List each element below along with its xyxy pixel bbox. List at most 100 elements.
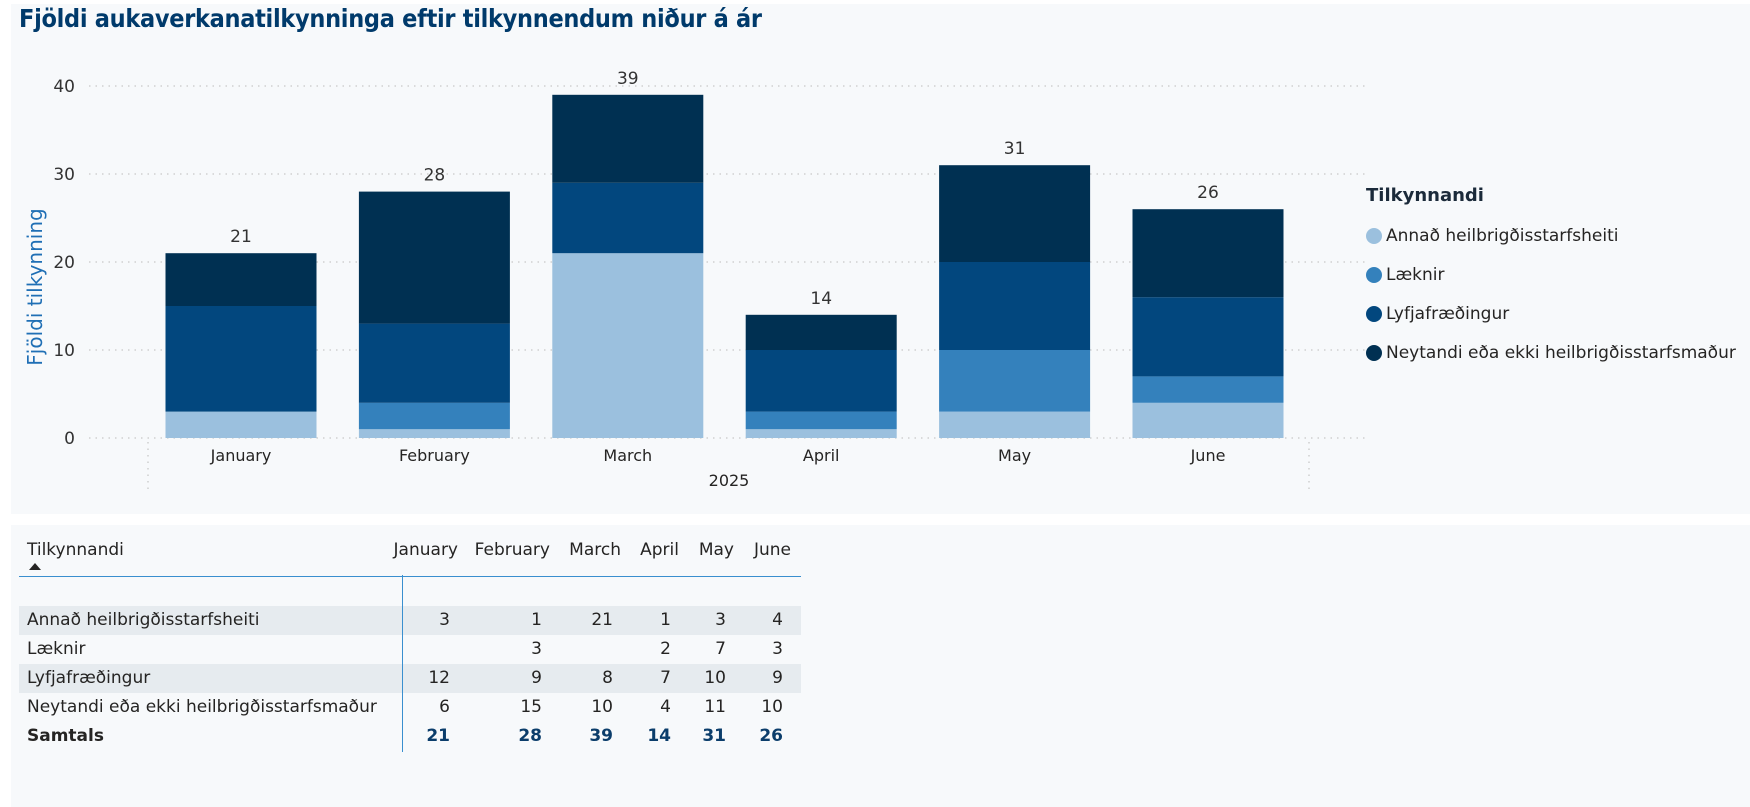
table-cell: 3 [715,610,726,630]
bar-total-label: 39 [617,69,639,89]
row-label: Annað heilbrigðisstarfsheiti [27,610,260,630]
bar-total-label: 28 [424,166,446,186]
bar-segment [358,191,510,324]
column-header[interactable]: June [753,540,791,560]
legend-swatch-icon [1366,305,1382,322]
column-header[interactable]: March [569,540,621,560]
stacked-bar-chart: 0 10 20 30 40 Fjöldi tilkynning 21 January 28 Feb… [23,69,1366,493]
bar-segment [1132,209,1284,298]
bar-total-label: 26 [1197,183,1219,203]
bar-segment [1132,402,1284,438]
bar-total-label: 31 [1004,139,1026,159]
bar-segment [358,429,510,438]
y-tick-label: 40 [53,77,75,97]
table-cell: 3 [439,610,450,630]
legend-item[interactable]: Lyfjafræðingur [1366,294,1736,333]
y-axis-label: Fjöldi tilkynning [23,208,47,365]
header-label[interactable]: Tilkynnandi [27,540,124,560]
bar-segment [939,165,1091,262]
row-label: Lyfjafræðingur [27,668,151,688]
column-header[interactable]: April [640,540,679,560]
x-tick-label: May [998,446,1031,465]
table-cell: 10 [761,697,783,717]
table-cell: 4 [772,610,783,630]
x-tick-label: June [1190,446,1226,465]
legend-label: Lyfjafræðingur [1386,303,1510,324]
bar-segment [358,323,510,403]
table-cell: 9 [531,668,542,688]
bar-segment [939,411,1091,438]
x-tick-label: April [803,446,840,465]
table-cell: 3 [531,639,542,659]
bar-segment [165,253,317,306]
table-cell: 10 [704,668,726,688]
legend-label: Neytandi eða ekki heilbrigðisstarfsmaður [1386,342,1736,363]
chart-legend: Tilkynnandi Annað heilbrigðisstarfsheiti… [1366,185,1736,372]
x-group-label: 2025 [709,471,750,490]
x-tick-label: March [603,446,652,465]
bar-segment [745,429,897,438]
column-header[interactable]: January [393,540,458,560]
table-body: Annað heilbrigðisstarfsheiti 3 1 21 1 3 4 Lækni… [19,606,801,751]
table-cell: 9 [772,668,783,688]
legend-swatch-icon [1366,227,1382,244]
y-tick-label: 10 [53,341,75,361]
y-tick-label: 30 [53,165,75,185]
bar-segment [552,182,704,254]
bar-segment [165,411,317,438]
bar-segment [745,411,897,430]
table-cell: 31 [702,726,726,746]
bar-segment [745,350,897,412]
table-cell: 2 [660,639,671,659]
table-row: Lyfjafræðingur 12 9 8 7 10 9 [19,664,801,693]
bar-total-label: 14 [810,289,832,309]
table-cell: 10 [591,697,613,717]
x-tick-label: January [210,446,272,465]
matrix-table: Tilkynnandi January February March April May… [19,530,801,752]
column-header[interactable]: February [474,540,550,560]
y-tick-label: 20 [53,253,75,273]
table-cell: 12 [428,668,450,688]
table-cell: 1 [531,610,542,630]
bar-segment [1132,376,1284,403]
table-cell: 8 [602,668,613,688]
sort-ascending-icon[interactable] [29,563,41,570]
legend-title: Tilkynnandi [1366,185,1484,206]
table-row: Neytandi eða ekki heilbrigðisstarfsmaður… [19,693,801,722]
column-header[interactable]: May [698,540,734,560]
table-cell: 21 [591,610,613,630]
table-cell: 11 [704,697,726,717]
table-row: Læknir 3 2 7 3 [19,635,801,664]
table-cell: 39 [589,726,613,746]
total-row: Samtals 21 28 39 14 31 26 [19,722,801,751]
table-cell: 15 [520,697,542,717]
row-label: Læknir [27,639,86,659]
table-cell: 3 [772,639,783,659]
table-cell: 7 [715,639,726,659]
table-row: Annað heilbrigðisstarfsheiti 3 1 21 1 3 4 [19,606,801,635]
legend-swatch-icon [1366,344,1382,361]
table-cell: 28 [518,726,542,746]
row-label: Samtals [27,726,104,746]
legend-swatch-icon [1366,266,1382,283]
legend-label: Læknir [1386,264,1445,285]
y-tick-label: 0 [64,429,75,449]
bar-segment [358,402,510,430]
legend-item[interactable]: Annað heilbrigðisstarfsheiti [1366,216,1736,255]
table-cell: 4 [660,697,671,717]
bar-total-label: 21 [230,227,252,247]
table-cell: 7 [660,668,671,688]
legend-item[interactable]: Neytandi eða ekki heilbrigðisstarfsmaður [1366,333,1736,372]
bar-segment [939,262,1091,350]
table-header: Tilkynnandi January February March April May… [19,530,801,577]
bar-segment [165,306,317,412]
legend-item[interactable]: Læknir [1366,255,1736,294]
table-cell: 14 [647,726,671,746]
bar-segment [745,314,897,350]
bar-segment [552,253,704,438]
table-cell: 21 [426,726,450,746]
row-label: Neytandi eða ekki heilbrigðisstarfsmaður [27,697,377,717]
chart-title: Fjöldi aukaverkanatilkynninga eftir tilk… [19,4,762,33]
table-cell: 6 [439,697,450,717]
bar-segment [939,350,1091,412]
